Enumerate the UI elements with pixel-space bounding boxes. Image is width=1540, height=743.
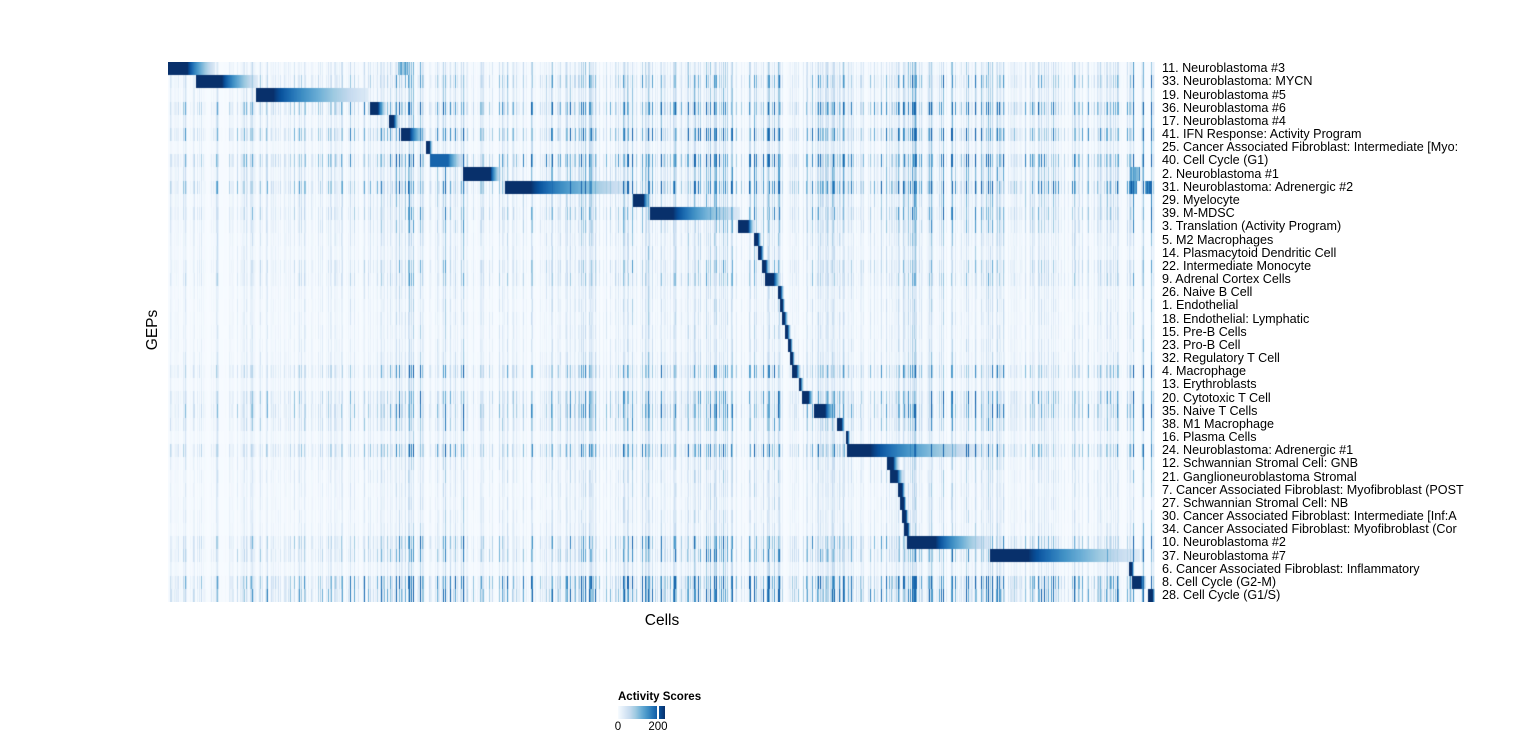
- row-label: 7. Cancer Associated Fibroblast: Myofibr…: [1162, 482, 1464, 497]
- row-label: 29. Myelocyte: [1162, 192, 1240, 207]
- row-label: 20. Cytotoxic T Cell: [1162, 390, 1271, 405]
- row-label: 39. M-MDSC: [1162, 206, 1235, 221]
- row-label: 16. Plasma Cells: [1162, 430, 1257, 445]
- row-label: 4. Macrophage: [1162, 364, 1247, 379]
- row-label: 11. Neuroblastoma #3: [1162, 61, 1285, 76]
- row-label: 28. Cell Cycle (G1/S): [1162, 588, 1281, 603]
- activity-scores-legend: Activity Scores 0 200: [614, 691, 702, 735]
- heatmap-canvas: [168, 62, 1155, 602]
- row-label: 31. Neuroblastoma: Adrenergic #2: [1162, 179, 1354, 194]
- legend-tick-mark: [656, 706, 659, 719]
- row-label: 18. Endothelial: Lymphatic: [1162, 311, 1310, 326]
- row-label: 32. Regulatory T Cell: [1162, 351, 1280, 366]
- row-label: 33. Neuroblastoma: MYCN: [1162, 74, 1313, 89]
- row-label: 6. Cancer Associated Fibroblast: Inflamm…: [1162, 561, 1420, 576]
- row-label: 22. Intermediate Monocyte: [1162, 258, 1312, 273]
- row-label: 41. IFN Response: Activity Program: [1162, 127, 1362, 142]
- legend-colorbar: [618, 706, 665, 719]
- row-label: 38. M1 Macrophage: [1162, 416, 1275, 431]
- row-label: 13. Erythroblasts: [1162, 377, 1257, 392]
- row-label: 2. Neuroblastoma #1: [1162, 166, 1279, 181]
- row-label: 27. Schwannian Stromal Cell: NB: [1162, 495, 1349, 510]
- row-label: 15. Pre-B Cells: [1162, 324, 1247, 339]
- row-label: 24. Neuroblastoma: Adrenergic #1: [1162, 443, 1354, 458]
- row-label: 23. Pro-B Cell: [1162, 337, 1241, 352]
- row-label: 21. Ganglioneuroblastoma Stromal: [1162, 469, 1357, 484]
- row-label: 1. Endothelial: [1162, 298, 1239, 313]
- row-label: 40. Cell Cycle (G1): [1162, 153, 1269, 168]
- row-label: 25. Cancer Associated Fibroblast: Interm…: [1162, 140, 1459, 155]
- row-label: 14. Plasmacytoid Dendritic Cell: [1162, 245, 1337, 260]
- legend-tick-max: 200: [648, 721, 668, 733]
- legend-title: Activity Scores: [618, 691, 702, 703]
- legend-tick-labels: 0 200: [614, 721, 668, 735]
- row-label: 30. Cancer Associated Fibroblast: Interm…: [1162, 509, 1457, 524]
- row-label: 12. Schwannian Stromal Cell: GNB: [1162, 456, 1358, 471]
- row-label: 5. M2 Macrophages: [1162, 232, 1274, 247]
- row-label: 19. Neuroblastoma #5: [1162, 87, 1286, 102]
- row-label: 8. Cell Cycle (G2-M): [1162, 574, 1277, 589]
- x-axis-label: Cells: [644, 612, 680, 629]
- row-label: 3. Translation (Activity Program): [1162, 219, 1342, 234]
- row-label: 9. Adrenal Cortex Cells: [1162, 272, 1291, 286]
- y-axis-label: GEPs: [144, 309, 161, 351]
- legend-tick-min: 0: [614, 721, 622, 733]
- row-label: 35. Naive T Cells: [1162, 403, 1258, 418]
- row-label: 36. Neuroblastoma #6: [1162, 100, 1286, 115]
- row-label: 17. Neuroblastoma #4: [1162, 113, 1286, 128]
- row-label: 37. Neuroblastoma #7: [1162, 548, 1286, 563]
- row-label: 10. Neuroblastoma #2: [1162, 535, 1286, 550]
- row-label: 34. Cancer Associated Fibroblast: Myofib…: [1162, 522, 1457, 537]
- row-label: 26. Naive B Cell: [1162, 285, 1253, 300]
